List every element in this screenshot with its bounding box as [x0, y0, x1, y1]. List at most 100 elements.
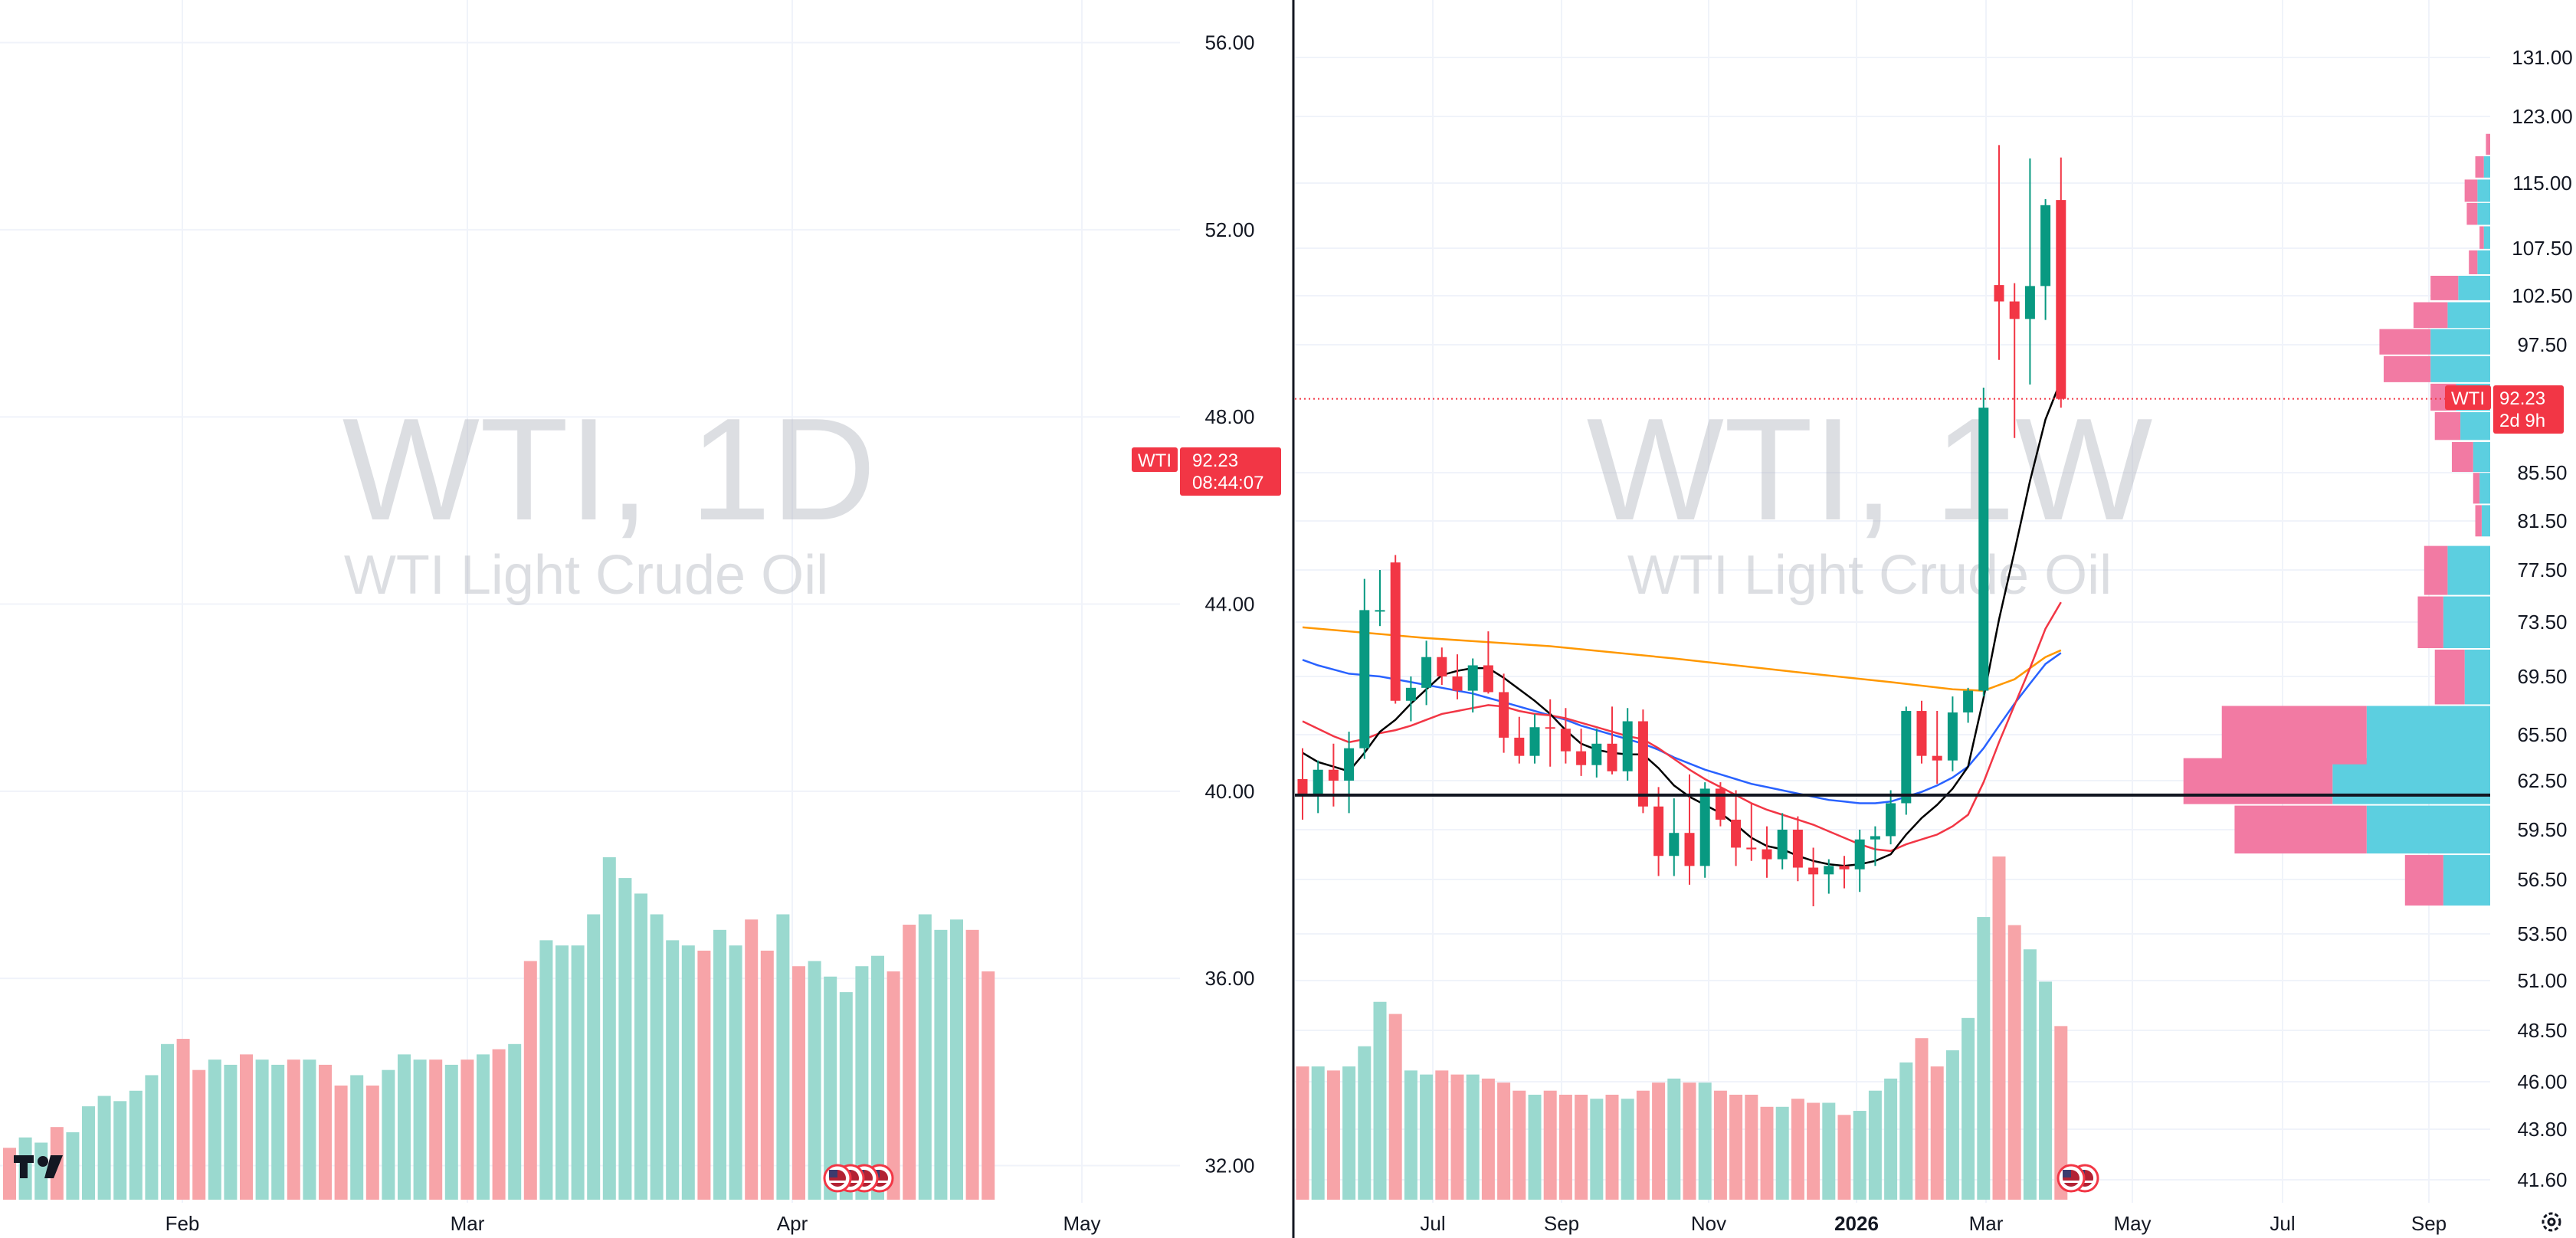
left-volume-bar [713, 929, 726, 1200]
right-candle-body [1870, 836, 1880, 840]
right-price-tick: 48.50 [2517, 1019, 2567, 1042]
right-profile-bar-down [2384, 355, 2431, 382]
right-candle-body [1854, 839, 1865, 870]
right-time-axis[interactable]: Jul Sep Nov 2026 Mar May Jul Sep [1420, 1212, 2447, 1235]
right-profile-bar-up [2460, 412, 2490, 441]
right-profile-bar-down [2430, 275, 2459, 300]
right-time-tick: Sep [2411, 1212, 2447, 1235]
left-volume-bar [192, 1069, 206, 1200]
left-volume-bar [319, 1064, 332, 1200]
left-volume-bar [965, 929, 979, 1200]
right-candle-body [1715, 788, 1726, 820]
right-candle-body [1607, 743, 1617, 771]
left-volume-bar [855, 966, 869, 1200]
right-profile-bar-up [2473, 442, 2490, 472]
right-volume-bar [1698, 1082, 1712, 1200]
left-volume-bar [97, 1096, 111, 1200]
right-volume-bar [1992, 856, 2006, 1200]
right-profile-bar-up [2366, 706, 2490, 765]
left-volume-bar [934, 929, 948, 1200]
us-flag-icon[interactable] [823, 1164, 852, 1193]
left-time-axis[interactable]: Feb Mar Apr May [166, 1212, 1101, 1235]
right-time-tick: Jul [1420, 1212, 1445, 1235]
left-volume-bar [618, 878, 632, 1200]
left-volume-bar [839, 992, 853, 1200]
right-volume-bar [2023, 949, 2037, 1200]
right-candle-body [1886, 803, 1896, 837]
right-price-axis[interactable]: 41.60 43.80 46.00 48.50 51.00 53.50 56.50 59.50… [2512, 46, 2573, 1191]
right-profile-bar-down [2183, 758, 2333, 804]
left-time-tick: Mar [451, 1212, 485, 1235]
right-price-tick: 53.50 [2517, 922, 2567, 945]
left-price-tag-countdown: 08:44:07 [1192, 473, 1263, 493]
right-volume-bar [2007, 925, 2021, 1200]
right-ma-long [1302, 626, 2062, 692]
right-price-tick: 107.50 [2512, 237, 2573, 260]
left-volume-bar [602, 857, 616, 1200]
right-candle-body [2024, 286, 2035, 319]
left-price-axis[interactable]: 32.0036.0040.0044.0048.0052.0056.0060.00… [1199, 0, 1260, 1177]
right-candle-body [1731, 819, 1742, 848]
right-profile-bar-down [2473, 473, 2480, 504]
left-volume-bar [334, 1086, 348, 1200]
right-candle-body [2040, 205, 2051, 287]
left-price-tick: 36.00 [1204, 967, 1254, 990]
right-volume-bar [1420, 1074, 1434, 1200]
left-volume-bar [887, 971, 900, 1200]
right-volume-bar [1961, 1017, 1975, 1200]
left-volume-bar [413, 1060, 427, 1200]
right-price-tick: 65.50 [2517, 723, 2567, 746]
right-volume-bar [1930, 1066, 1944, 1200]
right-profile-bar-down [2486, 133, 2490, 155]
right-profile-bar-down [2379, 329, 2431, 355]
right-volume-bar [1590, 1099, 1604, 1200]
left-volume-bar [903, 925, 916, 1200]
right-price-tag-countdown: 2d 9h [2499, 411, 2545, 431]
left-volume-bar [634, 893, 647, 1200]
settings-gear-icon[interactable] [2542, 1212, 2561, 1232]
left-volume-bar [523, 961, 537, 1200]
right-candle-body [1824, 866, 1834, 875]
right-volume-bar [1745, 1094, 1758, 1200]
tradingview-logo-icon[interactable] [14, 1155, 63, 1178]
left-event-markers[interactable] [823, 1164, 894, 1193]
right-candle-body [1529, 727, 1540, 756]
right-profile-bar-down [2434, 412, 2461, 441]
right-candle-body [1932, 755, 1942, 761]
right-volume-bar [1358, 1046, 1372, 1200]
right-volume-bar [1543, 1090, 1557, 1200]
left-price-tag-symbol-box [1132, 447, 1178, 472]
right-candle-body [1344, 748, 1355, 781]
right-volume-bar [1977, 917, 1991, 1200]
right-candle-body [1916, 711, 1927, 756]
right-event-markers[interactable] [2057, 1164, 2099, 1193]
right-price-tick: 123.00 [2512, 105, 2573, 128]
right-price-tick: 51.00 [2517, 969, 2567, 992]
right-profile-bar-down [2413, 302, 2448, 329]
right-price-tick: 41.60 [2517, 1168, 2567, 1191]
right-volume-bar [1450, 1074, 1464, 1200]
right-volume-bar [1621, 1099, 1634, 1200]
right-price-tick: 46.00 [2517, 1070, 2567, 1093]
right-profile-bar-down [2451, 442, 2473, 472]
right-volume-bar [1342, 1066, 1356, 1200]
right-volume-bar [1512, 1090, 1526, 1200]
left-price-tick: 32.00 [1204, 1154, 1254, 1177]
right-profile-bar-down [2417, 596, 2443, 649]
left-volume-bar [477, 1054, 490, 1200]
right-profile-bar-up [2430, 355, 2490, 382]
right-profile-bar-down [2221, 706, 2367, 765]
right-candle-body [1467, 665, 1478, 691]
us-flag-icon[interactable] [2057, 1164, 2086, 1193]
right-volume-profile [2183, 133, 2490, 906]
right-volume-bar [1760, 1106, 1774, 1200]
right-price-tick: 69.50 [2517, 665, 2567, 688]
right-time-tick: 2026 [1834, 1212, 1879, 1235]
left-price-tick: 40.00 [1204, 780, 1254, 803]
left-volume-bar [776, 914, 790, 1200]
right-time-tick: Sep [1544, 1212, 1579, 1235]
left-volume-bar [429, 1060, 443, 1200]
right-volume-bar [1466, 1074, 1480, 1200]
right-price-tick: 102.50 [2512, 284, 2573, 307]
